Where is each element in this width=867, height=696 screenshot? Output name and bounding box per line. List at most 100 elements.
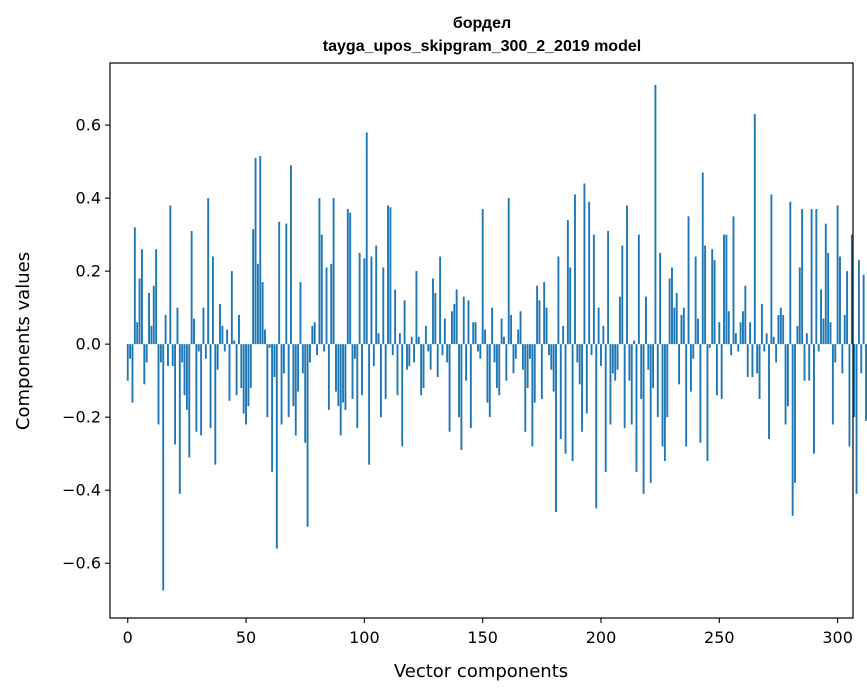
bar-37 [214, 344, 217, 465]
bar-252 [723, 234, 725, 345]
bar-263 [749, 322, 752, 345]
bar-152 [486, 344, 489, 403]
bar-123 [417, 336, 420, 345]
bar-229 [668, 278, 671, 345]
bar-81 [318, 198, 321, 345]
bar-135 [446, 344, 449, 363]
bar-73 [299, 282, 302, 345]
bar-214 [633, 340, 636, 345]
bar-204 [609, 344, 612, 425]
bar-61 [271, 344, 274, 472]
bar-206 [614, 344, 617, 381]
bar-289 [810, 209, 813, 345]
bar-177 [545, 307, 548, 345]
bar-254 [727, 311, 730, 345]
bar-286 [803, 344, 806, 381]
bar-239 [692, 344, 695, 359]
bar-14 [159, 344, 162, 363]
bar-235 [682, 307, 685, 345]
bar-122 [415, 271, 418, 345]
bar-312 [865, 344, 867, 421]
bar-190 [576, 344, 579, 363]
bar-13 [157, 344, 160, 425]
bar-103 [370, 256, 373, 345]
bar-147 [474, 322, 477, 345]
bar-33 [204, 344, 207, 359]
bar-144 [467, 300, 470, 345]
bar-221 [649, 344, 652, 483]
bar-189 [574, 194, 576, 345]
bar-129 [432, 278, 434, 345]
bar-209 [621, 245, 624, 345]
bar-198 [595, 344, 598, 509]
bar-180 [552, 344, 555, 392]
bar-115 [398, 333, 401, 345]
bar-42 [226, 329, 229, 345]
bar-283 [796, 325, 799, 345]
bar-137 [450, 311, 453, 345]
bar-153 [488, 344, 491, 418]
bar-232 [675, 293, 678, 345]
bar-113 [394, 289, 397, 345]
bar-200 [600, 344, 602, 367]
bar-293 [820, 289, 822, 345]
bar-224 [656, 344, 659, 418]
bar-100 [363, 258, 366, 345]
bar-51 [247, 344, 250, 407]
bar-72 [297, 344, 300, 392]
bar-202 [604, 344, 607, 472]
bar-201 [602, 325, 605, 345]
bar-83 [323, 344, 326, 352]
bar-64 [278, 221, 281, 345]
bar-278 [784, 344, 787, 425]
bar-242 [699, 344, 702, 443]
bar-290 [813, 344, 815, 454]
bar-124 [420, 344, 423, 396]
bar-218 [642, 344, 645, 494]
bar-193 [583, 183, 586, 345]
bar-240 [694, 256, 697, 345]
y-tick-label: −0.4 [62, 481, 101, 500]
bar-29 [195, 344, 198, 432]
bar-18 [169, 205, 172, 345]
bar-133 [441, 344, 444, 356]
bar-194 [585, 344, 588, 414]
bar-31 [200, 344, 203, 436]
bar-109 [384, 344, 387, 399]
bar-145 [469, 344, 472, 429]
bar-91 [342, 344, 345, 403]
bar-276 [779, 307, 782, 345]
bar-165 [517, 329, 520, 345]
x-axis-ticks: 0 50 100 150 200 250 300 [123, 618, 853, 647]
bar-55 [256, 263, 259, 345]
bar-257 [734, 333, 737, 345]
bar-85 [327, 344, 330, 410]
bar-94 [349, 212, 352, 345]
bar-264 [751, 344, 754, 378]
bar-203 [607, 230, 610, 345]
bar-261 [744, 285, 747, 345]
bar-208 [618, 296, 621, 345]
bar-247 [711, 249, 714, 345]
bar-44 [230, 271, 233, 345]
bar-251 [720, 344, 723, 399]
bar-237 [687, 216, 690, 345]
bar-139 [455, 289, 458, 345]
bar-111 [389, 207, 392, 345]
bar-22 [178, 344, 181, 494]
bar-146 [472, 322, 475, 345]
bar-256 [732, 216, 735, 345]
bar-148 [477, 344, 479, 352]
bar-274 [775, 344, 778, 363]
bar-219 [645, 296, 647, 345]
bar-11 [152, 285, 155, 345]
bar-236 [685, 344, 688, 447]
bar-296 [827, 252, 830, 345]
bar-39 [219, 303, 221, 345]
y-axis-ticks: −0.6 −0.4 −0.2 0.0 0.2 0.4 0.6 [62, 116, 110, 573]
bar-116 [401, 344, 404, 447]
bar-138 [453, 303, 456, 345]
bar-79 [313, 322, 316, 345]
bar-70 [292, 344, 295, 407]
y-tick-label: 0.0 [76, 335, 101, 354]
